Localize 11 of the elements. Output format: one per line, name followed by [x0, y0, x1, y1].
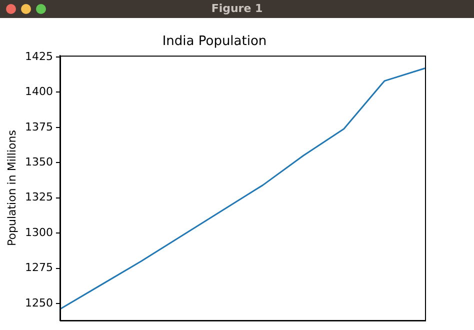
y-tick-label: 1375: [25, 120, 53, 134]
y-tick-label: 1350: [25, 156, 53, 169]
chart-title: India Population: [162, 34, 267, 50]
y-tick-label: 1250: [25, 296, 53, 310]
y-tick-label: 1400: [25, 85, 53, 98]
y-tick-label: 1325: [25, 190, 53, 204]
caption: Figure 1: [211, 2, 263, 15]
y-tick-label: 1275: [25, 261, 53, 274]
y-axis-title: Population in Millions: [5, 130, 18, 246]
y-tick-label: 1425: [25, 50, 53, 63]
y-tick-label: 1300: [25, 226, 53, 239]
